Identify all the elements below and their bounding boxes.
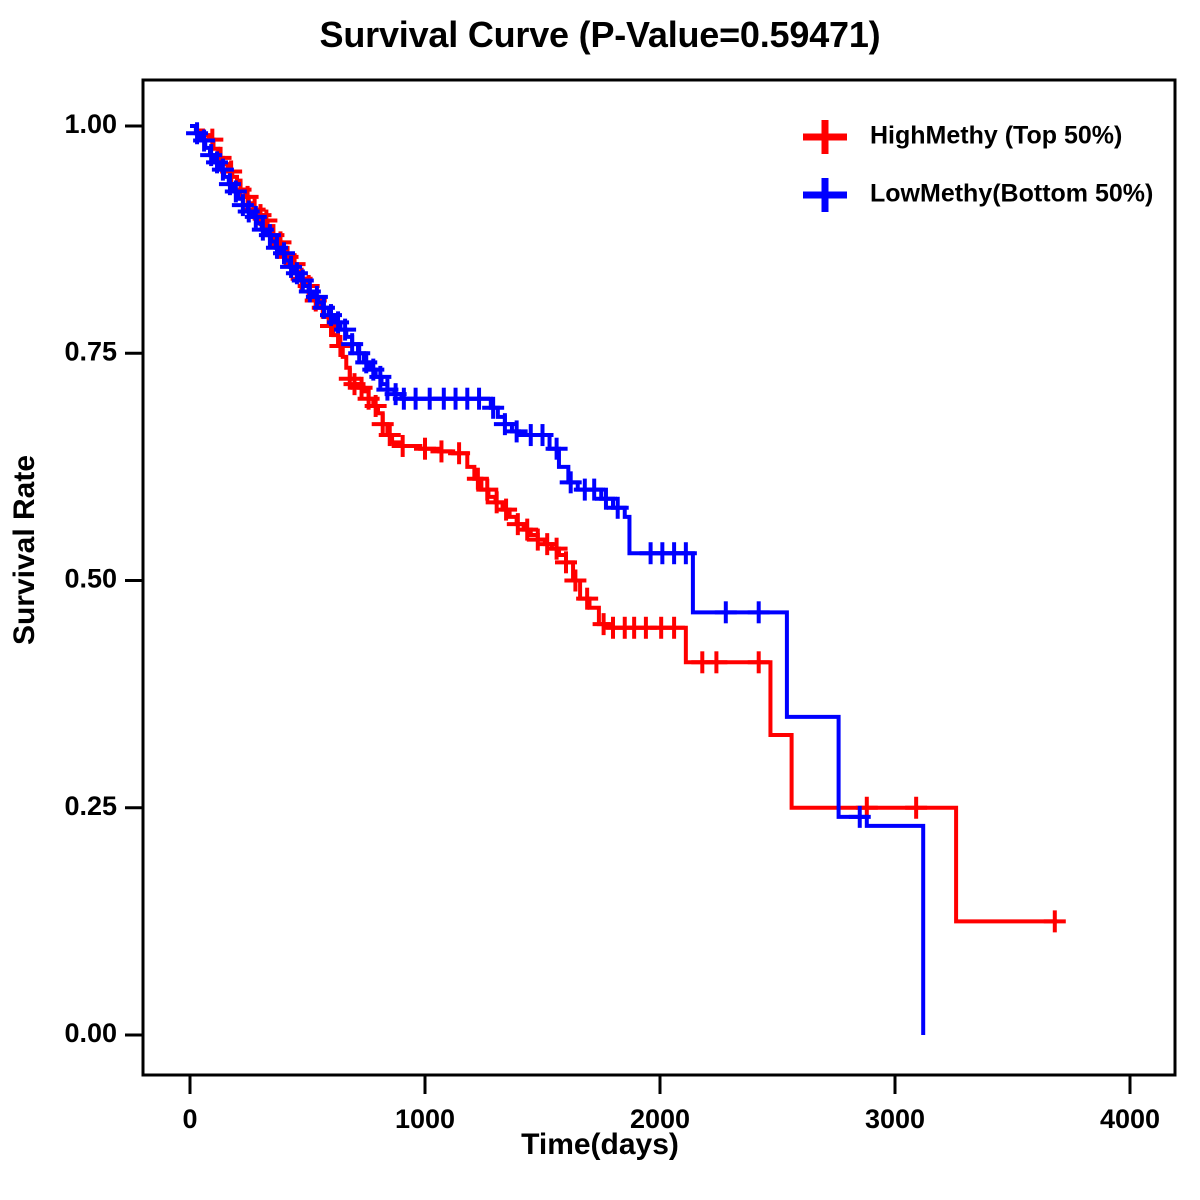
x-tick-label-1: 1000 <box>395 1104 455 1134</box>
x-tick-label-2: 2000 <box>630 1104 690 1134</box>
legend-label-1: LowMethy(Bottom 50%) <box>870 180 1153 208</box>
page-title: Survival Curve (P-Value=0.59471) <box>319 14 881 55</box>
legend-label-0: HighMethy (Top 50%) <box>870 122 1122 150</box>
km-series-layer <box>186 122 1066 1035</box>
y-axis-ticks: 0.00 0.25 0.50 0.75 1.00 <box>64 109 143 1048</box>
chart-legend[interactable]: HighMethy (Top 50%) LowMethy(Bottom 50%) <box>803 120 1153 212</box>
legend-entry-1[interactable]: LowMethy(Bottom 50%) <box>803 178 1153 212</box>
x-tick-label-4: 4000 <box>1100 1104 1160 1134</box>
y-tick-label-1: 0.25 <box>64 791 117 821</box>
km-series-1 <box>186 122 926 1035</box>
y-tick-label-4: 1.00 <box>64 109 117 139</box>
x-axis-ticks: 0 1000 2000 3000 4000 <box>182 1075 1160 1134</box>
x-tick-label-0: 0 <box>182 1104 197 1134</box>
y-tick-label-3: 0.75 <box>64 336 117 366</box>
censor-marks-0 <box>201 128 1066 933</box>
y-tick-label-0: 0.00 <box>64 1018 117 1048</box>
censor-marks-1 <box>186 122 871 828</box>
legend-entry-0[interactable]: HighMethy (Top 50%) <box>803 120 1122 154</box>
km-step-line-0 <box>190 124 1058 924</box>
plot-frame <box>141 78 1177 1077</box>
x-axis-title: Time(days) <box>521 1128 679 1161</box>
y-tick-label-2: 0.50 <box>64 564 117 594</box>
x-tick-label-3: 3000 <box>865 1104 925 1134</box>
